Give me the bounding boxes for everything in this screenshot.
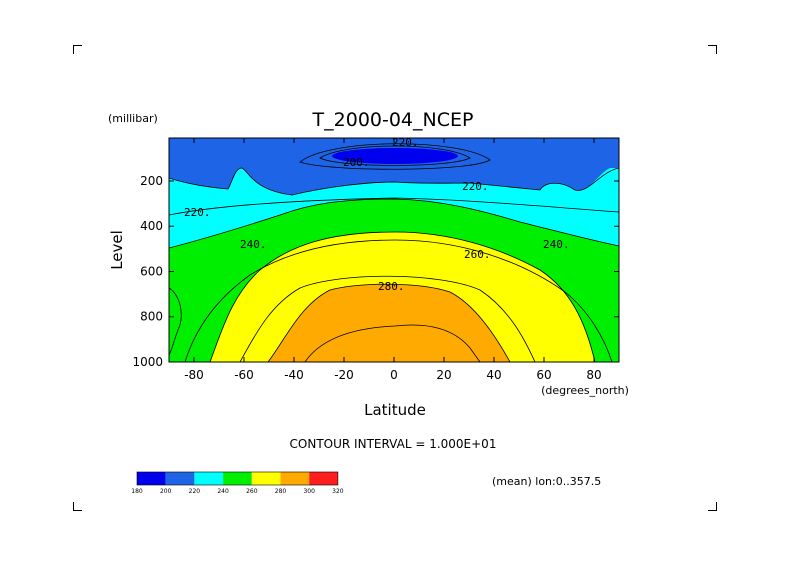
contour-line-270 [239, 275, 536, 362]
crop-mark-bottom-right [708, 502, 717, 511]
colorbar-swatch [309, 472, 338, 485]
x-tick-label: 0 [390, 368, 398, 382]
colorbar: 180 200 220 240 260 280 300 320 [131, 471, 344, 495]
band-280-300 [268, 284, 510, 362]
contour-label: 200. [343, 156, 370, 169]
y-tick-label: 800 [140, 310, 163, 324]
y-tick-label: 200 [140, 174, 163, 188]
contour-label: 220. [184, 206, 211, 219]
x-tick-label: -20 [334, 368, 354, 382]
chart-title: T_2000-04_NCEP [312, 109, 474, 131]
contour-labels: 220. 200. 220. 220. 240. 240. 260. 280. [184, 136, 570, 293]
colorbar-frame [136, 471, 339, 486]
contour-line-230 [169, 197, 619, 216]
colorbar-swatch [137, 472, 166, 485]
x-tick-label: -60 [234, 368, 254, 382]
y-tick-label: 600 [140, 264, 163, 278]
contour-label: 240. [543, 238, 570, 251]
crop-mark-bottom-left [73, 502, 82, 511]
contour-line-left-edge [169, 287, 182, 356]
mean-info-text: (mean) lon:0..357.5 [492, 475, 601, 488]
contour-label: 240. [240, 238, 267, 251]
colorbar-label: 300 [303, 488, 315, 495]
contour-line-250 [184, 239, 613, 362]
contour-line-240 [169, 198, 619, 249]
colorbar-swatch [280, 472, 310, 485]
contour-interval-text: CONTOUR INTERVAL = 1.000E+01 [290, 437, 497, 451]
colorbar-label: 200 [160, 488, 172, 495]
crop-mark-top-left [73, 45, 82, 54]
contour-line-200 [319, 145, 471, 166]
x-tick-label: 20 [436, 368, 451, 382]
contour-line-260 [209, 231, 596, 362]
contour-label: 280. [378, 280, 405, 293]
x-tick-label: -80 [184, 368, 204, 382]
colorbar-label: 240 [217, 488, 229, 495]
contour-label: 220. [392, 136, 419, 149]
colorbar-label: 260 [246, 488, 258, 495]
contour-line-290 [304, 324, 481, 362]
plot-area: 220. 200. 220. 220. 240. 240. 260. 280. [169, 136, 619, 362]
crop-mark-top-right [708, 45, 717, 54]
contour-line-220 [169, 167, 619, 196]
colorbar-label: 320 [332, 488, 344, 495]
y-tick-label: 400 [140, 219, 163, 233]
contour-line-280 [267, 283, 511, 362]
x-tick-label: 80 [586, 368, 601, 382]
colorbar-label: 280 [275, 488, 287, 495]
x-tick-label: -40 [284, 368, 304, 382]
x-units-label: (degrees_north) [541, 384, 629, 397]
x-tick-label: 60 [536, 368, 551, 382]
y-axis: 200 400 600 800 1000 [132, 174, 619, 369]
x-axis-title: Latitude [364, 401, 426, 419]
x-axis: -80 -60 -40 -20 0 20 40 60 80 [184, 138, 602, 382]
band-180-200 [332, 148, 458, 164]
colorbar-swatch [194, 472, 224, 485]
contour-line-220-upper [299, 143, 491, 170]
y-units-label: (millibar) [108, 112, 158, 125]
colorbar-swatch [165, 472, 195, 485]
contour-label: 260. [464, 248, 491, 261]
y-axis-title: Level [108, 230, 126, 270]
x-tick-label: 40 [486, 368, 501, 382]
contour-label: 220. [462, 180, 489, 193]
colorbar-swatch [223, 472, 252, 485]
colorbar-label: 220 [189, 488, 201, 495]
y-tick-label: 1000 [132, 355, 163, 369]
colorbar-label: 180 [131, 488, 143, 495]
colorbar-swatch [251, 472, 281, 485]
